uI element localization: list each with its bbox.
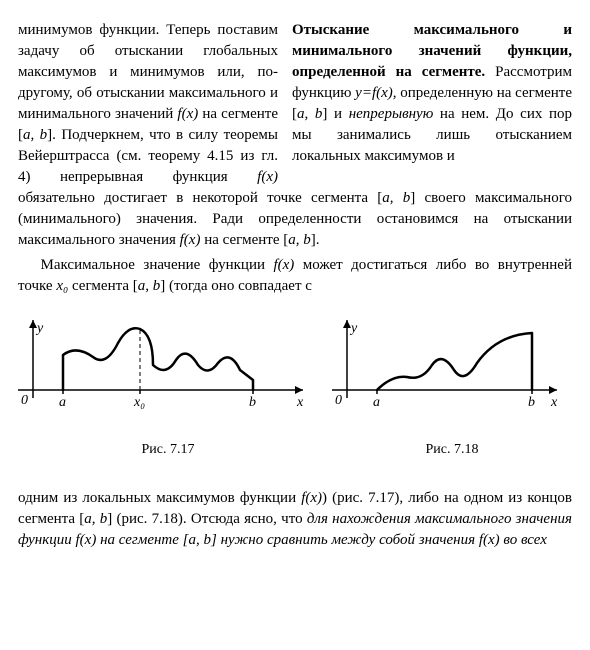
p1-ab-3: a, b	[288, 232, 311, 248]
figure-7-18: y 0 a bx	[332, 315, 572, 430]
p2-text-1: Максимальное значение функции	[41, 257, 274, 273]
svg-text:x: x	[550, 395, 558, 410]
svg-text:b: b	[249, 395, 256, 410]
p1-fx-2: f(x)	[257, 169, 278, 185]
p3-fx-1: f(x)	[301, 490, 322, 506]
heading-block: Отыскание максимального и минимального з…	[292, 20, 572, 167]
intro-text-3: ] и	[322, 106, 348, 122]
p1-ab-1: a, b	[23, 127, 47, 143]
figure-right-caption: Рис. 7.18	[426, 440, 479, 460]
svg-text:x₀: x₀	[133, 395, 145, 410]
p3-text-3: ] (рис. 7.18). Отсюда ясно, что	[107, 511, 307, 527]
figure-right: y 0 a bx Рис. 7.18	[332, 315, 572, 460]
p3-abit-close: ]	[211, 532, 221, 548]
p1-fx-1: f(x)	[177, 106, 198, 122]
p3-ab-1: a, b	[84, 511, 107, 527]
p3-text-1: одним из локальных максимумов функции	[18, 490, 301, 506]
p1-fx-3: f(x)	[180, 232, 201, 248]
figure-7-17: y 0 a b x x₀	[18, 315, 318, 430]
svg-text:y: y	[349, 321, 358, 336]
svg-text:b: b	[528, 395, 535, 410]
p3-italic-2: нужно сравнить между собой значения f(x)…	[221, 532, 547, 548]
svg-text:0: 0	[21, 393, 28, 408]
p1-text-3: ]. Подчеркнем, что в силу теоремы Вейерш…	[18, 127, 278, 185]
p1-text-6: на сегменте [	[200, 232, 288, 248]
p2-text-3: сегмента [	[68, 278, 138, 294]
svg-text:x: x	[296, 395, 304, 410]
svg-text:y: y	[35, 321, 44, 336]
figure-left-caption: Рис. 7.17	[142, 440, 195, 460]
figure-left: y 0 a b x x₀ Рис. 7.17	[18, 315, 318, 460]
svg-text:a: a	[373, 395, 380, 410]
p2-ab: a, b	[138, 278, 161, 294]
p2-fx: f(x)	[273, 257, 294, 273]
p3-abit: a, b	[189, 532, 212, 548]
paragraph-2: Максимальное значение функции f(x) может…	[18, 255, 572, 297]
p2-x0: x₀	[56, 278, 68, 294]
svg-text:a: a	[59, 395, 66, 410]
paragraph-3: одним из локальных максимумов функции f(…	[18, 488, 572, 551]
figures-row: y0abxx₀ Рис. 7.17 y0abx Рис. 7.18	[18, 315, 572, 460]
svg-text:0: 0	[335, 393, 342, 408]
intro-eq: y=f(x),	[355, 85, 396, 101]
spacer	[18, 470, 572, 488]
p2-text-4: ] (тогда оно совпадает с	[160, 278, 312, 294]
intro-continuous: непрерывную	[349, 106, 434, 122]
p1-ab-2: a, b	[382, 190, 410, 206]
p1-text-7: ].	[311, 232, 320, 248]
p1-text-4: обязательно достигает в некоторой точке …	[18, 190, 382, 206]
intro-ab: a, b	[297, 106, 322, 122]
